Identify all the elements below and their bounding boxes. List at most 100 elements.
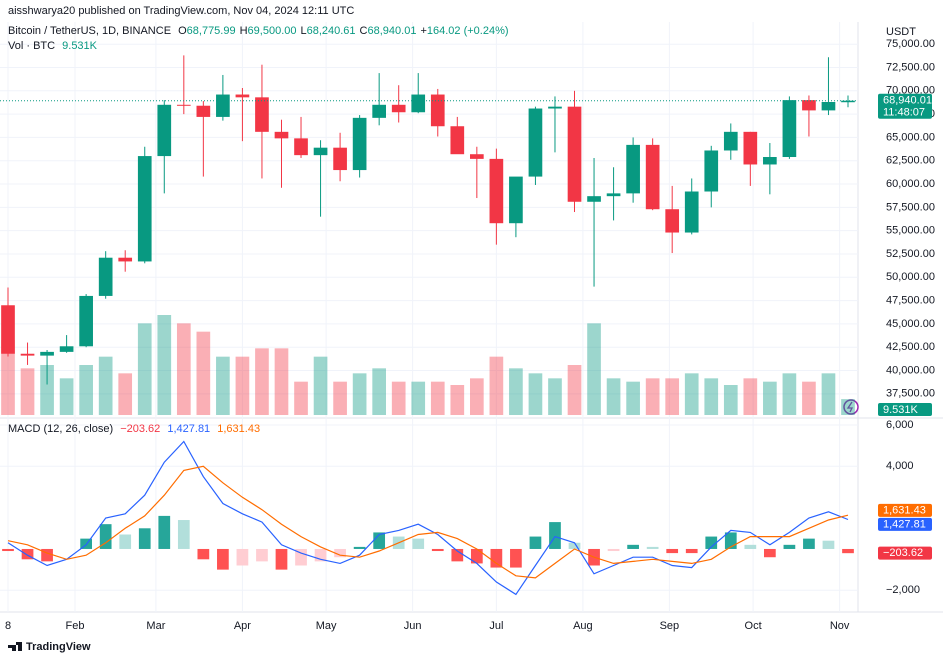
candle-body — [665, 209, 680, 233]
candle-body — [333, 147, 347, 171]
symbol-title: Bitcoin / TetherUS, 1D, BINANCE — [8, 25, 172, 37]
histogram-bar — [568, 542, 581, 549]
y-tick-label: 40,000.00 — [886, 364, 935, 376]
volume-bar — [841, 399, 855, 415]
histogram-bar — [2, 548, 14, 552]
histogram-bar — [549, 522, 561, 549]
candle-body — [391, 104, 406, 113]
y-tick-label: 6,000 — [886, 419, 914, 431]
y-tick-label: 60,000.00 — [886, 178, 935, 190]
histogram-bar — [158, 515, 171, 549]
histogram-bar — [334, 548, 346, 558]
y-tick-label: 42,500.00 — [886, 341, 935, 353]
candle-body — [704, 150, 719, 192]
candle-body — [137, 156, 152, 262]
volume-last-box — [878, 403, 932, 416]
candle-body — [841, 100, 855, 103]
x-tick-label: Apr — [234, 620, 251, 632]
candle-body — [372, 104, 386, 118]
candle-body — [587, 196, 601, 202]
histogram-bar — [295, 548, 307, 566]
histogram-bar — [646, 546, 659, 549]
volume-bar — [216, 356, 230, 415]
histogram-bar — [724, 532, 737, 549]
volume-bar — [802, 381, 816, 415]
volume-bar — [294, 381, 308, 415]
footer-brand: TradingView — [26, 641, 91, 653]
ohlc-open: O68,775.99 — [178, 25, 236, 37]
volume-bar — [59, 378, 74, 415]
y-tick-label: 50,000.00 — [886, 271, 935, 283]
y-tick-label: 65,000.00 — [886, 131, 935, 143]
x-tick-label: Aug — [573, 620, 593, 632]
x-tick-label: Oct — [745, 620, 762, 632]
histogram-bar — [529, 536, 542, 549]
candle-body — [509, 176, 523, 224]
volume-title: Vol · BTC — [8, 40, 56, 52]
candle-body — [489, 158, 504, 224]
volume-bar — [489, 356, 504, 415]
value-box-label: 1,427.81 — [883, 518, 926, 530]
candle-body — [763, 157, 777, 165]
ohlc-close: C68,940.01 — [359, 25, 417, 37]
histogram-bar — [373, 532, 386, 549]
candle-body — [743, 131, 758, 165]
y-tick-label: 45,000.00 — [886, 318, 935, 330]
volume-bar — [763, 381, 777, 415]
ohlc-low: L68,240.61 — [300, 25, 356, 37]
alert-icon[interactable] — [843, 399, 859, 415]
volume-bar — [626, 381, 640, 415]
x-tick-label: Feb — [65, 620, 84, 632]
value-box-label: −203.62 — [883, 547, 923, 559]
volume-bar — [333, 381, 347, 415]
volume-bar — [548, 378, 562, 415]
volume-bar — [704, 378, 719, 415]
x-tick-label: Sep — [660, 620, 680, 632]
volume-bar — [723, 385, 738, 415]
y-tick-label: 55,000.00 — [886, 225, 935, 237]
histogram-bar — [431, 548, 444, 552]
y-tick-label: 52,500.00 — [886, 248, 935, 260]
volume-bar — [606, 378, 621, 415]
candle-body — [79, 295, 93, 347]
macd-line — [7, 440, 849, 596]
volume-bar — [118, 373, 133, 415]
histogram-bar — [314, 548, 327, 562]
ohlc-change: +164.02 (+0.24%) — [420, 25, 509, 37]
histogram-bar — [41, 548, 53, 562]
volume-bar — [587, 323, 601, 415]
value-box — [878, 517, 932, 531]
histogram-bar — [412, 538, 425, 549]
publisher-line: aisshwarya20 published on TradingView.co… — [8, 5, 355, 17]
volume-bar — [411, 381, 426, 415]
histogram-bar — [451, 548, 464, 562]
macd-line — [7, 465, 849, 579]
candle-body — [20, 353, 35, 356]
x-tick-label: Mar — [146, 620, 165, 632]
volume-bar — [430, 381, 445, 415]
histogram-bar — [822, 540, 835, 549]
histogram-bar — [627, 544, 639, 549]
macd-signal-value: 1,631.43 — [217, 423, 261, 435]
candle-body — [528, 108, 543, 177]
y-tick-label: 57,500.00 — [886, 201, 935, 213]
volume-bar — [20, 368, 35, 415]
histogram-bar — [764, 548, 776, 558]
volume-bar — [274, 348, 289, 415]
volume-bar — [196, 331, 211, 415]
volume-bar — [79, 365, 93, 415]
volume-bar — [450, 385, 465, 415]
candle-body — [411, 94, 426, 113]
candle-body — [782, 100, 797, 158]
macd-hist-value: −203.62 — [120, 423, 161, 435]
candle-body — [567, 106, 582, 202]
x-tick-label: Jul — [489, 620, 503, 632]
volume-bar — [40, 365, 54, 415]
y-tick-label: 37,500.00 — [886, 388, 935, 400]
candle-body — [313, 147, 328, 156]
volume-bar — [743, 378, 758, 415]
volume-bar — [1, 340, 15, 415]
volume-legend: Vol · BTC 9.531K — [8, 40, 97, 52]
volume-last-label: 9.531K — [883, 404, 919, 416]
